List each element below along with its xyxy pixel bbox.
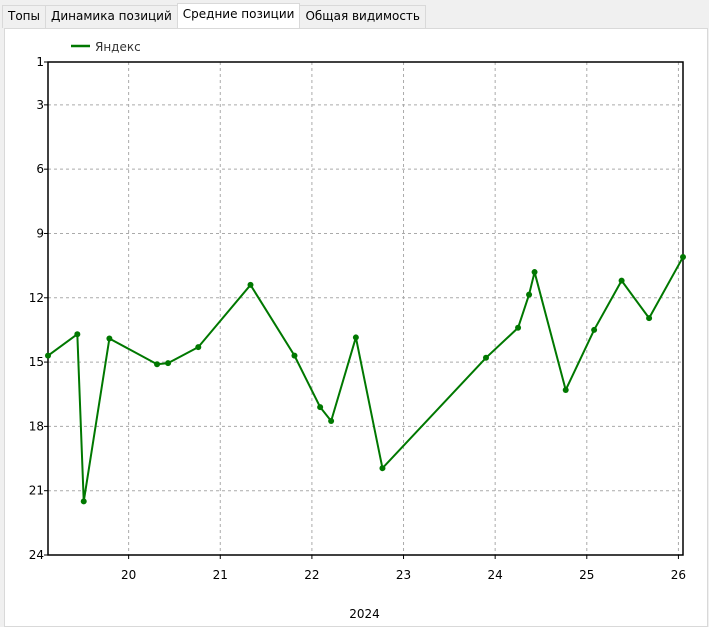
data-point: [291, 352, 298, 359]
x-tick-label: 26: [671, 568, 686, 582]
series-line: [47, 256, 684, 502]
y-tick-label: 6: [36, 162, 44, 176]
data-point: [482, 354, 489, 361]
data-point: [526, 291, 533, 298]
data-point: [317, 404, 324, 411]
data-point: [515, 324, 522, 331]
y-tick-label: 15: [29, 355, 44, 369]
data-point: [80, 498, 87, 505]
data-point: [562, 386, 569, 393]
x-tick-label: 21: [213, 568, 228, 582]
tab-bar: Топы Динамика позиций Средние позиции Об…: [2, 3, 426, 28]
x-tick-label: 22: [304, 568, 319, 582]
data-point: [680, 254, 686, 261]
x-tick-label: 24: [488, 568, 503, 582]
x-tick-label: 23: [396, 568, 411, 582]
data-point: [618, 277, 625, 284]
y-tick-label: 3: [36, 98, 44, 112]
legend-label: Яндекс: [95, 40, 141, 54]
data-point: [165, 360, 172, 367]
y-tick-label: 18: [29, 419, 44, 433]
y-tick-label: 9: [36, 226, 44, 240]
data-point: [646, 315, 653, 322]
data-point: [74, 331, 81, 338]
y-tick-label: 21: [29, 484, 44, 498]
data-point: [591, 326, 598, 333]
tab-overall-visibility[interactable]: Общая видимость: [299, 5, 426, 28]
data-point: [195, 344, 202, 351]
plot-frame: [47, 61, 684, 556]
y-tick-label: 24: [29, 548, 44, 562]
y-tick-label: 12: [29, 291, 44, 305]
x-axis-label: 2024: [349, 607, 380, 621]
plot-area: [48, 62, 683, 555]
data-point: [106, 335, 113, 342]
data-point: [531, 269, 538, 276]
data-point: [154, 361, 161, 368]
data-point: [45, 352, 51, 359]
tab-position-dynamics[interactable]: Динамика позиций: [45, 5, 178, 28]
x-tick-label: 25: [579, 568, 594, 582]
tab-average-positions[interactable]: Средние позиции: [176, 3, 301, 28]
data-point: [352, 334, 359, 341]
x-tick-label: 20: [121, 568, 136, 582]
data-point: [379, 465, 386, 472]
data-point: [247, 281, 254, 288]
y-tick-label: 1: [36, 55, 44, 69]
data-point: [328, 418, 335, 425]
